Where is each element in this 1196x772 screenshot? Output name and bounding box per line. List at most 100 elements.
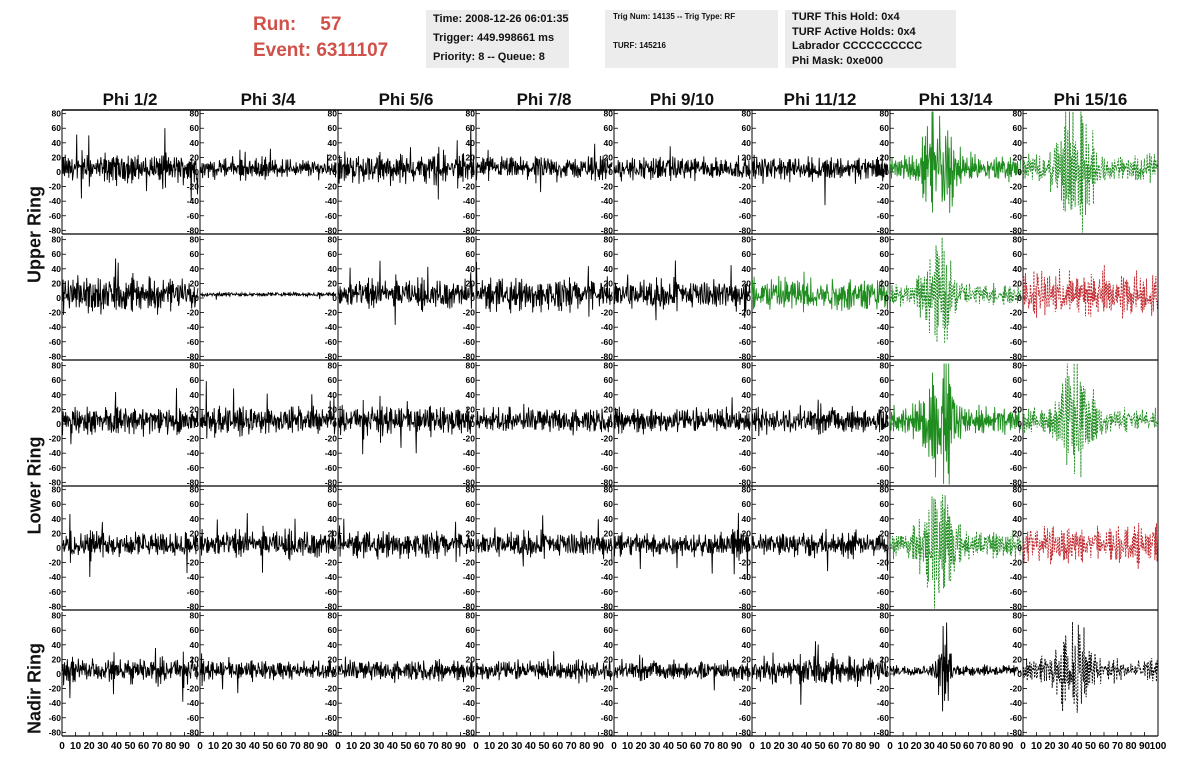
y-tick-label: 80 — [604, 235, 614, 245]
y-tick-label: -80 — [739, 351, 752, 361]
y-tick-label: 80 — [604, 361, 614, 371]
y-tick-label: 0 — [470, 293, 475, 303]
y-tick-label: 20 — [1013, 152, 1023, 162]
y-tick-label: 0 — [194, 669, 199, 679]
waveform-trace — [61, 388, 199, 445]
waveform-trace — [199, 290, 337, 300]
y-tick-label: 0 — [56, 543, 61, 553]
y-tick-label: -60 — [187, 587, 200, 597]
trigger-info-box: Trig Num: 14135 -- Trig Type: RF TURF: 1… — [605, 10, 778, 68]
turf-text: TURF: 145216 — [613, 41, 666, 50]
y-tick-label: -20 — [739, 684, 752, 694]
y-tick-label: -40 — [601, 448, 614, 458]
y-tick-label: -80 — [1010, 225, 1023, 235]
y-tick-label: 40 — [1013, 390, 1023, 400]
waveform-trace — [61, 647, 199, 702]
y-tick-label: 80 — [328, 361, 338, 371]
y-tick-label: -80 — [739, 601, 752, 611]
y-tick-label: -40 — [877, 322, 890, 332]
y-tick-label: -20 — [601, 308, 614, 318]
x-tick-label: 90 — [1002, 741, 1014, 752]
y-tick-label: -40 — [601, 196, 614, 206]
y-tick-label: -80 — [1010, 351, 1023, 361]
y-tick-label: -80 — [601, 477, 614, 487]
y-tick-label: -60 — [739, 211, 752, 221]
y-tick-label: -80 — [463, 727, 476, 737]
y-tick-label: 20 — [880, 152, 890, 162]
y-tick-label: 80 — [880, 361, 890, 371]
y-tick-label: 20 — [466, 404, 476, 414]
y-tick-label: -20 — [1010, 684, 1023, 694]
y-tick-label: 20 — [604, 404, 614, 414]
y-tick-label: 80 — [466, 361, 476, 371]
x-tick-label: 30 — [97, 741, 109, 752]
y-tick-label: -60 — [1010, 337, 1023, 347]
x-tick-label: 70 — [566, 741, 578, 752]
y-tick-label: 40 — [1013, 138, 1023, 148]
y-tick-label: -20 — [739, 434, 752, 444]
waveform-trace — [1022, 363, 1159, 478]
y-tick-label: 0 — [332, 669, 337, 679]
y-tick-label: 20 — [328, 404, 338, 414]
y-tick-label: -40 — [187, 322, 200, 332]
y-tick-label: 20 — [742, 528, 752, 538]
column-title: Phi 5/6 — [379, 90, 434, 109]
x-tick-label: 100 — [1150, 741, 1167, 752]
y-tick-label: 20 — [1013, 404, 1023, 414]
x-tick-label: 60 — [828, 741, 840, 752]
y-tick-label: -80 — [601, 225, 614, 235]
y-tick-label: -40 — [877, 196, 890, 206]
y-tick-label: -40 — [187, 698, 200, 708]
x-tick-label: 0 — [473, 741, 479, 752]
y-tick-label: -20 — [739, 182, 752, 192]
y-tick-label: -80 — [1010, 727, 1023, 737]
x-tick-label: 0 — [887, 741, 893, 752]
y-tick-label: -80 — [325, 601, 338, 611]
y-tick-label: 60 — [328, 375, 338, 385]
x-tick-label: 70 — [1112, 741, 1124, 752]
y-tick-label: 80 — [328, 109, 338, 119]
y-tick-label: 60 — [52, 249, 62, 259]
y-tick-label: 40 — [52, 264, 62, 274]
y-tick-label: 0 — [194, 293, 199, 303]
y-tick-label: 40 — [604, 264, 614, 274]
y-tick-label: 0 — [884, 669, 889, 679]
x-tick-label: 20 — [636, 741, 648, 752]
y-tick-label: -60 — [739, 463, 752, 473]
y-tick-label: -20 — [739, 308, 752, 318]
y-tick-label: 0 — [470, 167, 475, 177]
y-tick-label: 80 — [1013, 485, 1023, 495]
y-tick-label: -20 — [1010, 558, 1023, 568]
y-tick-label: -60 — [601, 211, 614, 221]
y-tick-label: -40 — [601, 698, 614, 708]
y-tick-label: -40 — [463, 448, 476, 458]
y-tick-label: -80 — [463, 351, 476, 361]
y-tick-label: 40 — [466, 640, 476, 650]
y-tick-label: -80 — [739, 477, 752, 487]
waveform-trace — [475, 143, 613, 193]
y-tick-label: -40 — [49, 572, 62, 582]
y-tick-label: 20 — [604, 528, 614, 538]
y-tick-label: 20 — [742, 654, 752, 664]
x-tick-label: 50 — [262, 741, 274, 752]
y-tick-label: -60 — [325, 463, 338, 473]
y-tick-label: -40 — [601, 572, 614, 582]
y-tick-label: 60 — [880, 123, 890, 133]
y-tick-label: -40 — [463, 572, 476, 582]
y-tick-label: -80 — [463, 225, 476, 235]
y-tick-label: -80 — [49, 601, 62, 611]
y-tick-label: 40 — [742, 138, 752, 148]
event-value: 6311107 — [316, 40, 389, 61]
y-tick-label: 20 — [190, 654, 200, 664]
y-tick-label: -20 — [49, 434, 62, 444]
y-tick-label: 80 — [1013, 235, 1023, 245]
turf-active-text: TURF Active Holds: 0x4 — [792, 25, 916, 38]
x-tick-label: 60 — [690, 741, 702, 752]
x-tick-label: 50 — [676, 741, 688, 752]
x-tick-label: 60 — [1098, 741, 1110, 752]
y-tick-label: -40 — [877, 448, 890, 458]
waveform-trace — [475, 651, 613, 684]
y-tick-label: -40 — [1010, 448, 1023, 458]
trigger-text: Trigger: 449.998661 ms — [433, 32, 555, 44]
y-tick-label: -80 — [49, 727, 62, 737]
